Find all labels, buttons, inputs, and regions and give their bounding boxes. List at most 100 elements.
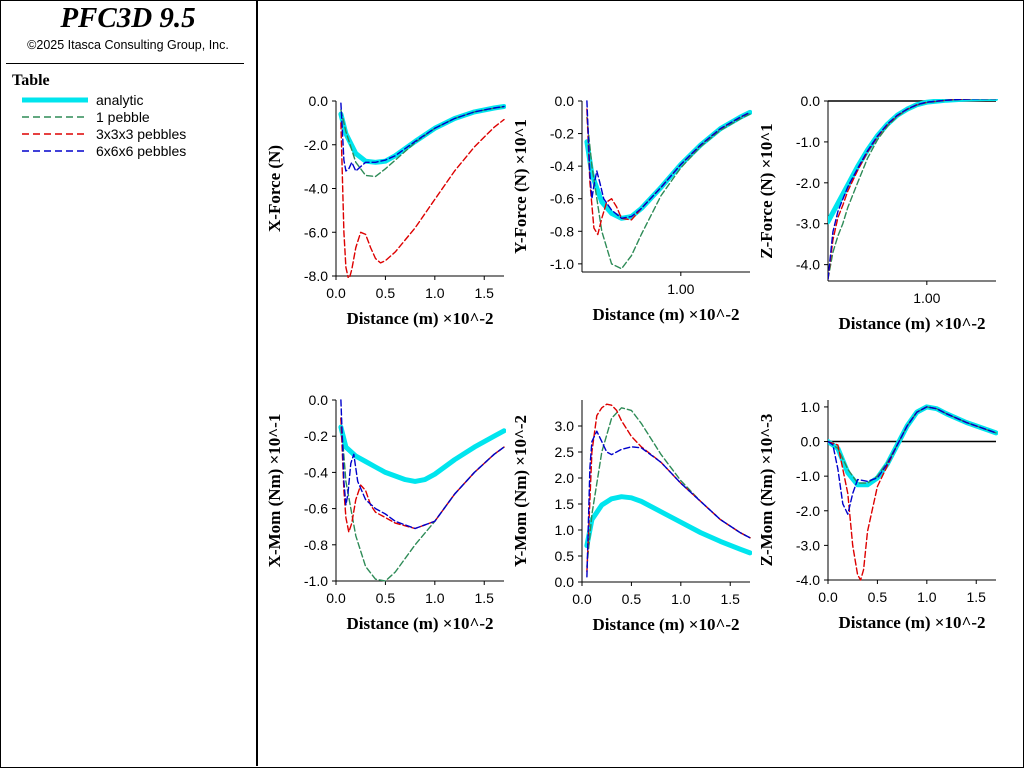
y-tick-label: 0.5 [555, 548, 575, 564]
chart-series-group [828, 404, 998, 581]
y-tick-label: -3.0 [796, 537, 820, 553]
legend-item-1-pebble: 1 pebble [20, 109, 250, 126]
x-tick-label: 0.0 [818, 589, 838, 605]
charts-svg: 0.0-2.0-4.0-6.0-8.00.0 0.5 1.0 1.5Distance … [265, 93, 998, 634]
copyright-text: ©2025 Itasca Consulting Group, Inc. [27, 38, 229, 52]
legend-swatch-analytic [22, 97, 88, 103]
app-title: PFC3D 9.5 [60, 2, 196, 34]
y-tick-label: -1.0 [796, 134, 820, 150]
series-1-pebble [586, 113, 751, 270]
y-tick-label: 2.5 [555, 444, 575, 460]
x-tick-label: 0.5 [868, 589, 888, 605]
chart-3: 0.0 -1.0 -2.0 -3.0 -4.0 1.00 Distance (m) ×10^… [757, 93, 998, 333]
y-tick-label: -0.6 [550, 191, 574, 207]
chart-series-group [828, 99, 998, 280]
legend-swatch-3x3x3-pebbles [22, 133, 88, 135]
y-tick-label: 1.5 [555, 496, 575, 512]
y-tick-label: 1.0 [555, 522, 575, 538]
legend-label: 1 pebble [96, 109, 150, 125]
legend-item-3x3x3-pebbles: 3x3x3 pebbles [20, 126, 250, 143]
y-axis-label: Y-Force (N) ×10^1 [511, 119, 530, 254]
legend-swatch-1-pebble [22, 116, 88, 118]
y-tick-label: -4.0 [304, 181, 328, 197]
legend-item-6x6x6-pebbles: 6x6x6 pebbles [20, 143, 250, 160]
chart-series-group [338, 102, 506, 278]
y-tick-label: -0.8 [304, 537, 328, 553]
chart-4: 0.0-0.2-0.4-0.6-0.8-1.00.0 0.5 1.0 1.5Dista… [265, 392, 506, 633]
chart-series-group [584, 100, 752, 270]
y-tick-label: 0.0 [555, 93, 575, 109]
x-tick-label: 1.0 [425, 285, 445, 301]
x-axis-label: Distance (m) ×10^-2 [592, 305, 739, 324]
x-axis-label: Distance (m) ×10^-2 [346, 309, 493, 328]
y-tick-label: -0.4 [550, 158, 574, 174]
y-tick-label: -0.8 [550, 223, 574, 239]
x-tick-label: 1.5 [475, 285, 495, 301]
y-tick-label: -0.2 [304, 428, 328, 444]
y-axis-label: X-Mom (Nm) ×10^-1 [265, 414, 284, 568]
y-tick-label: 0.0 [801, 93, 821, 109]
chart-series-group [338, 399, 506, 582]
series-3x3x3-pebbles [340, 417, 505, 533]
chart-2: 0.0 -0.2 -0.4 -0.6 -0.8 -1.0 1.00 Distance (m) … [511, 93, 752, 324]
legend-label: 6x6x6 pebbles [96, 143, 187, 159]
series-analytic [584, 109, 752, 221]
x-tick-label: 0.0 [326, 590, 346, 606]
chart-series-group [584, 403, 752, 578]
series-6x6x6-pebbles [340, 399, 505, 530]
x-axis-label: Distance (m) ×10^-2 [838, 613, 985, 632]
y-tick-label: 0.0 [309, 392, 329, 408]
chart-1: 0.0-2.0-4.0-6.0-8.00.0 0.5 1.0 1.5Distance … [265, 93, 506, 328]
x-tick-label: 1.5 [967, 589, 987, 605]
y-tick-label: -0.6 [304, 501, 328, 517]
series-6x6x6-pebbles [586, 100, 751, 220]
y-tick-label: 3.0 [555, 418, 575, 434]
legend-label: 3x3x3 pebbles [96, 126, 187, 142]
x-tick-label: 1.00 [913, 290, 940, 306]
y-tick-label: 0.0 [801, 434, 821, 450]
legend: analytic 1 pebble 3x3x3 pebbles 6x6x6 pe… [20, 92, 250, 160]
x-tick-label: 0.5 [622, 591, 642, 607]
y-axis-label: Y-Mom (Nm) ×10^-2 [511, 415, 530, 567]
legend-item-analytic: analytic [20, 92, 250, 109]
y-tick-label: -0.2 [550, 126, 574, 142]
y-tick-label: 1.0 [801, 399, 821, 415]
series-1-pebble [340, 105, 505, 178]
x-tick-label: 1.0 [425, 590, 445, 606]
x-axis-label: Distance (m) ×10^-2 [346, 614, 493, 633]
title-divider [6, 63, 244, 64]
y-tick-label: -1.0 [550, 256, 574, 272]
series-6x6x6-pebbles [586, 430, 751, 578]
series-analytic [338, 424, 506, 484]
x-tick-label: 0.0 [326, 285, 346, 301]
y-tick-label: 2.0 [555, 470, 575, 486]
y-tick-label: -2.0 [796, 503, 820, 519]
y-tick-label: -1.0 [796, 468, 820, 484]
y-tick-label: -4.0 [796, 572, 820, 588]
x-axis-label: Distance (m) ×10^-2 [592, 615, 739, 634]
x-tick-label: 0.0 [572, 591, 592, 607]
series-3x3x3-pebbles [586, 403, 751, 573]
x-tick-label: 0.5 [376, 285, 396, 301]
y-tick-label: -2.0 [304, 137, 328, 153]
y-tick-label: 0.0 [309, 93, 329, 109]
x-tick-label: 1.5 [721, 591, 741, 607]
y-tick-label: 0.0 [555, 574, 575, 590]
plot-area: 0.0 -2.0 -4.0 -6.0 -8.0 0.0 0.5 1.0 1.5 Distance … [258, 0, 1022, 766]
y-tick-label: -4.0 [796, 257, 820, 273]
x-tick-label: 1.00 [667, 281, 694, 297]
series-1-pebble [828, 99, 997, 280]
y-axis-label: X-Force (N) [265, 145, 284, 232]
y-tick-label: -0.4 [304, 464, 328, 480]
chart-5: 0.0 0.5 1.0 1.5 2.0 2.5 3.0 0.0 0.5 1.0 1.5 Distanc… [511, 400, 752, 634]
x-tick-label: 0.5 [376, 590, 396, 606]
legend-panel: PFC3D 9.5 ©2025 Itasca Consulting Group,… [0, 0, 258, 766]
series-analytic [338, 104, 506, 165]
y-tick-label: -2.0 [796, 175, 820, 191]
series-3x3x3-pebbles [340, 118, 505, 278]
chart-6: 1.00.0-1.0-2.0-3.0-4.00.0 0.5 1.0 1.5Distan… [757, 399, 998, 632]
y-tick-label: -6.0 [304, 224, 328, 240]
y-tick-label: -3.0 [796, 216, 820, 232]
legend-swatch-6x6x6-pebbles [22, 150, 88, 152]
y-tick-label: -1.0 [304, 573, 328, 589]
